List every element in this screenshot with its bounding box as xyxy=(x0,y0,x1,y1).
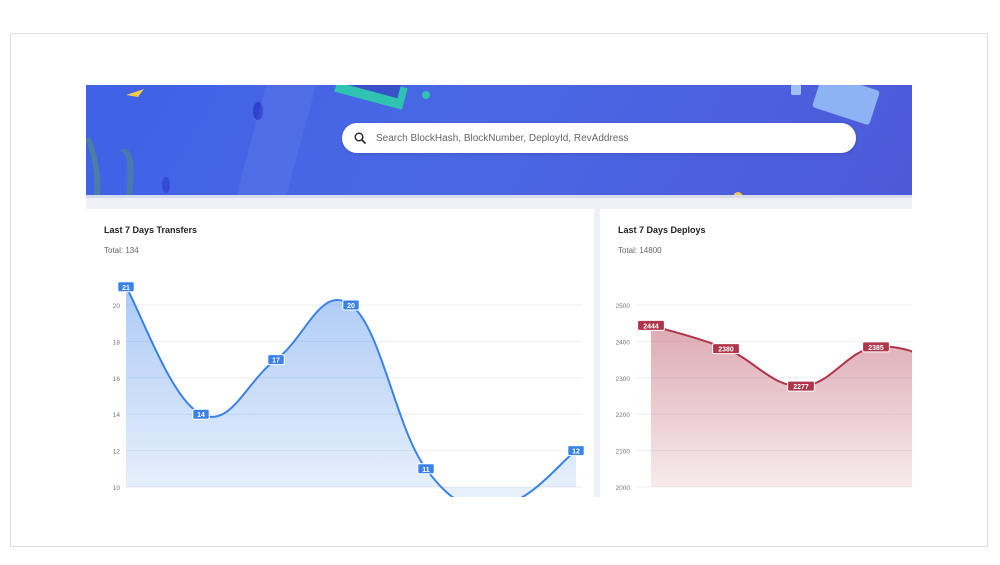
transfers-data-label: 20 xyxy=(347,303,355,310)
transfers-data-label-box xyxy=(117,281,135,293)
transfers-y-tick-label: 10 xyxy=(113,485,121,492)
transfers-y-tick-label: 20 xyxy=(113,303,121,310)
deploys-data-label-box xyxy=(862,341,890,353)
transfers-data-label: 12 xyxy=(572,449,580,456)
search-bar[interactable] xyxy=(342,123,856,153)
transfers-y-tick-label: 14 xyxy=(113,412,121,419)
transfers-data-label-box xyxy=(192,408,210,420)
transfers-data-label-box xyxy=(567,445,585,457)
transfers-y-tick-label: 16 xyxy=(113,376,121,383)
deploys-y-tick-label: 2200 xyxy=(616,412,631,419)
transfers-area xyxy=(126,286,576,497)
deploys-y-tick-label: 2300 xyxy=(616,376,631,383)
deploys-data-label-box xyxy=(787,380,815,392)
transfers-data-label: 21 xyxy=(122,285,130,292)
transfers-data-label-box xyxy=(267,354,285,366)
banner-divider xyxy=(86,195,912,198)
deploys-data-label: 2444 xyxy=(643,323,659,330)
deploys-panel-title: Last 7 Days Deploys xyxy=(618,225,706,235)
search-icon xyxy=(354,132,366,144)
transfers-data-label-box xyxy=(342,299,360,311)
banner-decoration-illustration xyxy=(86,85,880,197)
deploys-data-label: 2277 xyxy=(793,384,809,391)
deploys-area xyxy=(651,325,912,487)
transfers-y-tick-label: 18 xyxy=(113,339,121,346)
transfers-data-label-box xyxy=(417,463,435,475)
deploys-y-tick-label: 2500 xyxy=(616,303,631,310)
transfers-data-label: 17 xyxy=(272,358,280,365)
deploys-data-label-box xyxy=(637,319,665,331)
deploys-panel: Last 7 Days Deploys Total: 14800 2500 240… xyxy=(600,209,912,497)
transfers-data-label: 11 xyxy=(422,467,430,474)
transfers-area-chart: 2018161412102114172011912 xyxy=(113,281,585,497)
transfers-panel-title: Last 7 Days Transfers xyxy=(104,225,198,235)
deploys-y-tick-label: 2000 xyxy=(616,485,631,492)
explorer-app: Last 7 Days Transfers Total: 134 20 18 16 1… xyxy=(86,85,912,497)
deploys-data-label-box xyxy=(712,343,740,355)
search-input[interactable] xyxy=(374,131,838,145)
deploys-area-chart: 2500 2400 2300 2200 2100 2000 2444 2380 2277 2385 xyxy=(616,303,912,492)
transfers-panel-total: Total: 134 xyxy=(104,246,139,255)
deploys-y-tick-label: 2400 xyxy=(616,339,631,346)
deploys-data-label: 2380 xyxy=(718,347,734,354)
deploys-panel-total: Total: 14800 xyxy=(618,246,662,255)
deploys-data-label: 2385 xyxy=(868,345,884,352)
transfers-data-label: 14 xyxy=(197,412,205,419)
transfers-y-tick-label: 12 xyxy=(113,449,121,456)
hero-banner xyxy=(86,85,912,197)
transfers-panel: Last 7 Days Transfers Total: 134 20 18 16 1… xyxy=(86,209,594,497)
deploys-y-tick-label: 2100 xyxy=(616,449,631,456)
